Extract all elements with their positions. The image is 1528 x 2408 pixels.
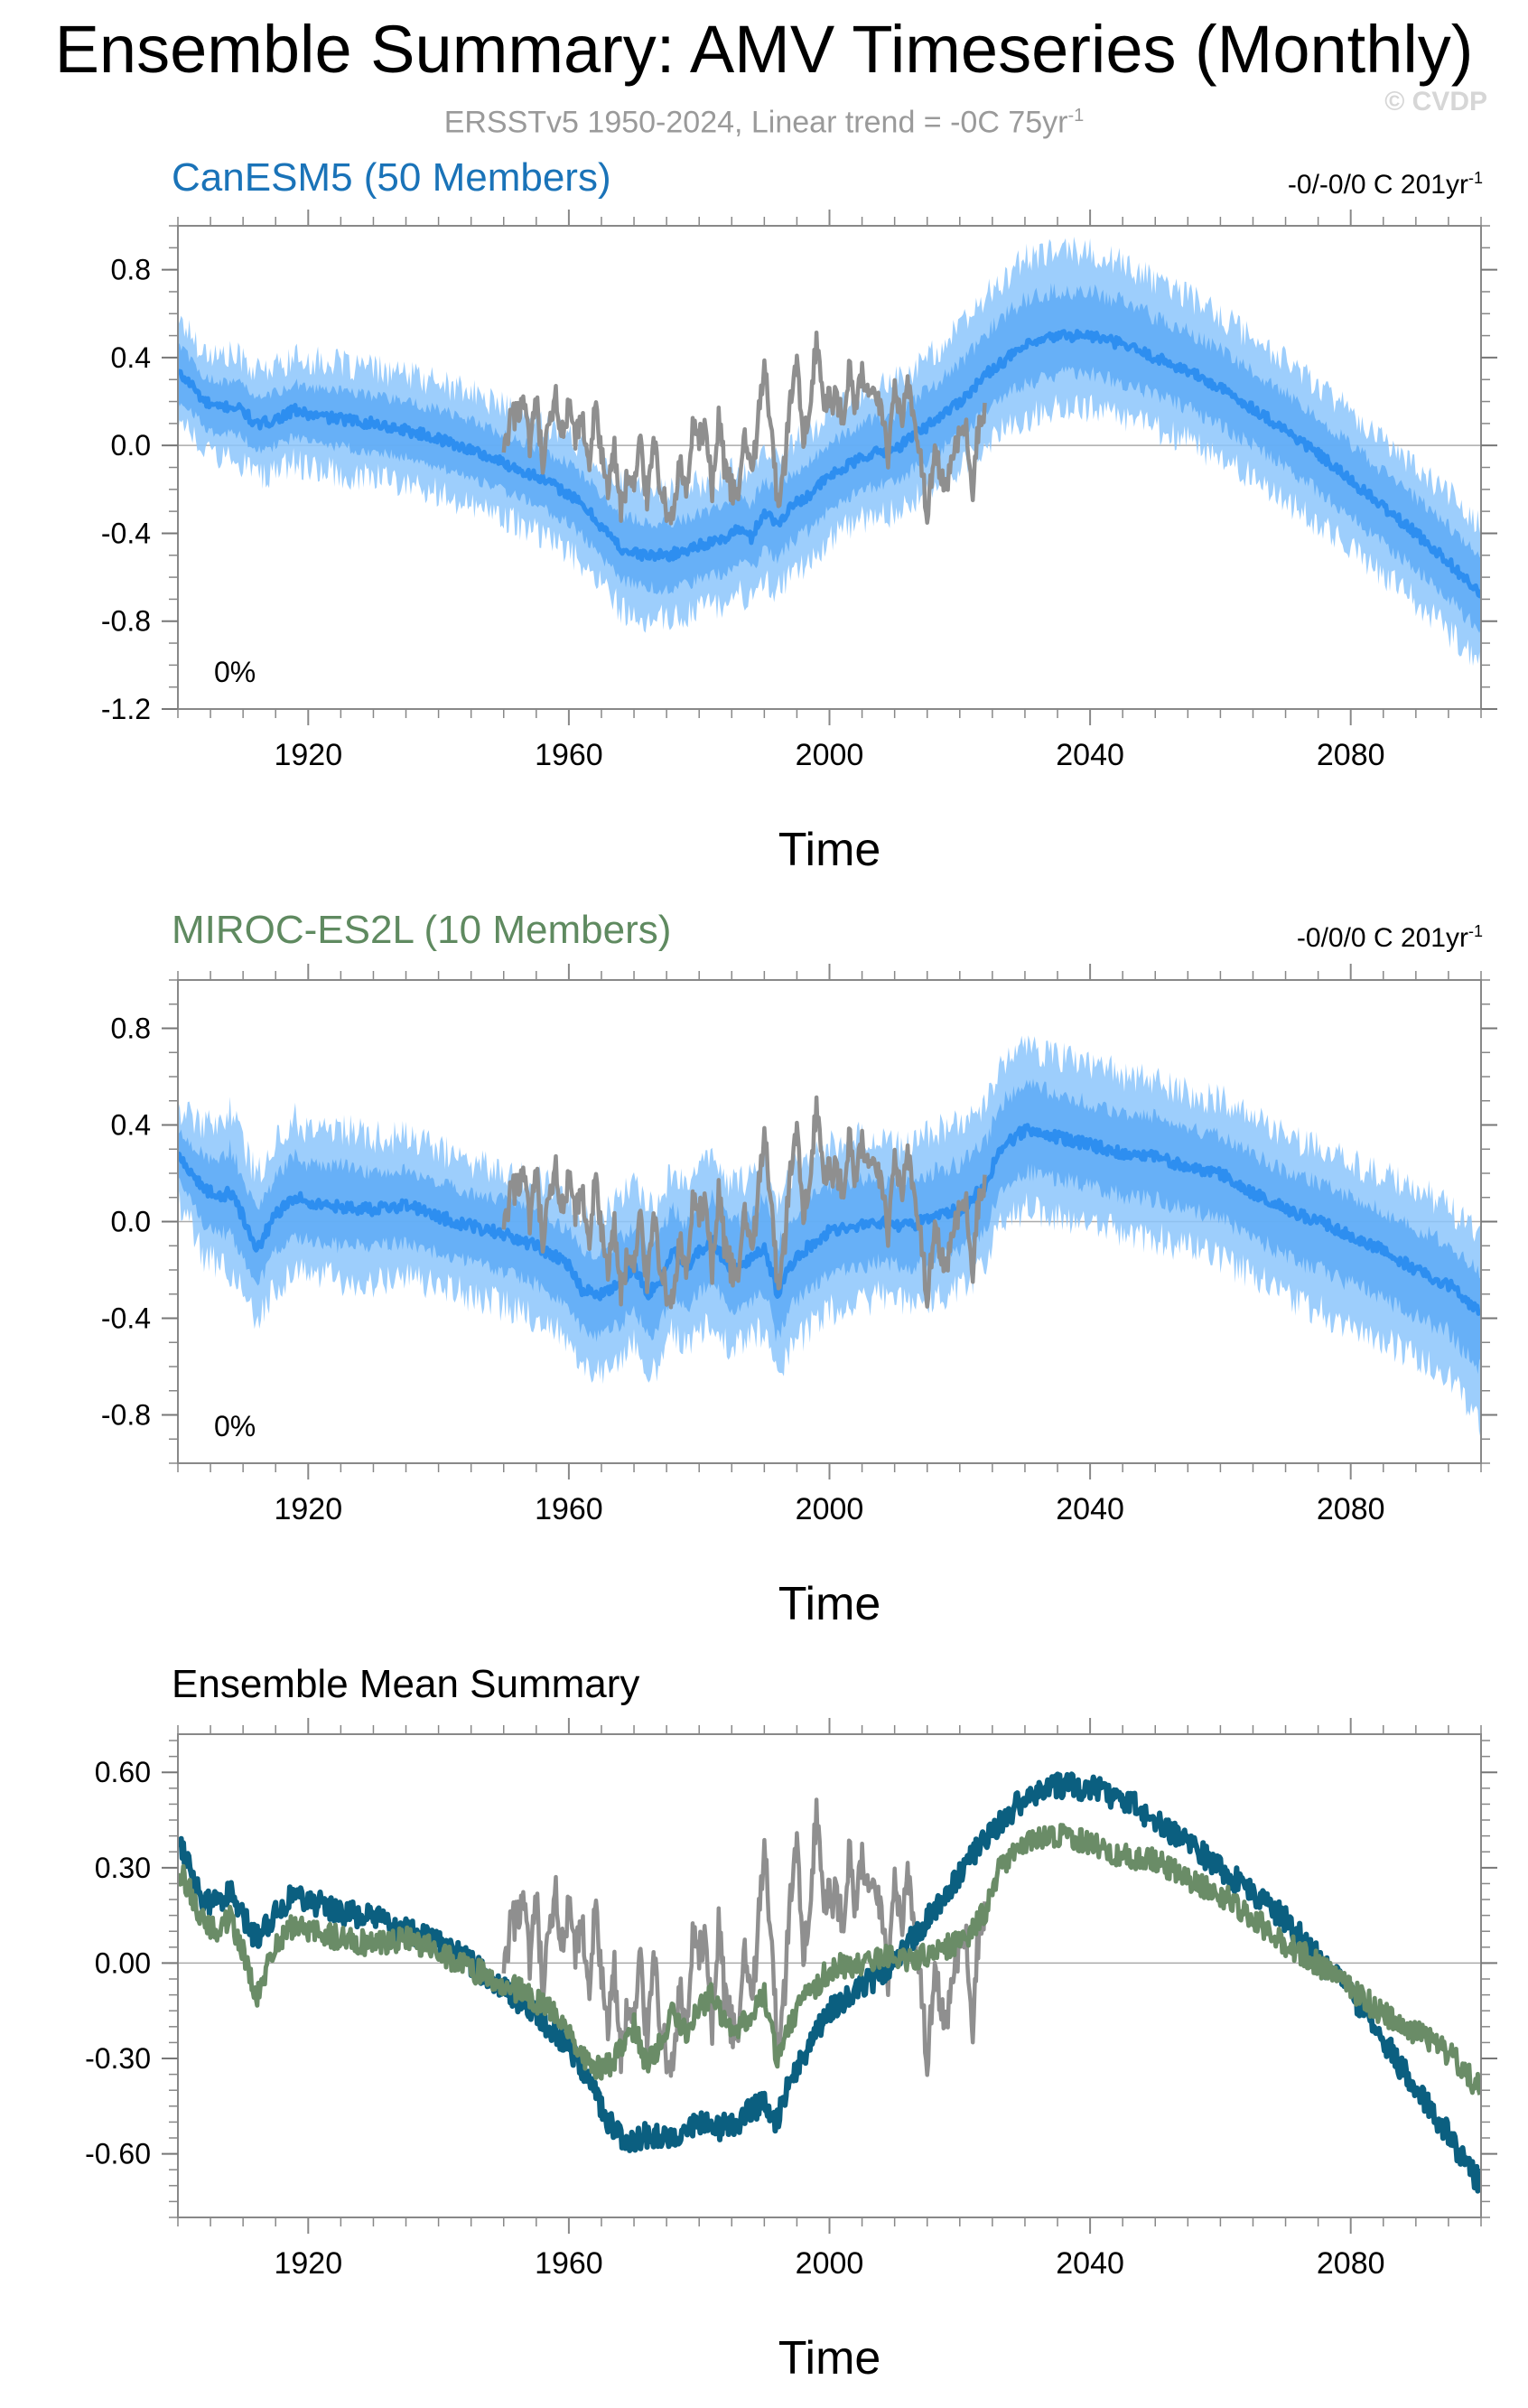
y-tick-label: 0.8 bbox=[111, 254, 151, 286]
y-tick-label: 0.4 bbox=[111, 1109, 151, 1142]
miroc-ensemble-mean-line bbox=[178, 1823, 1481, 2095]
panel-1-chart: -1.2 -0.8 -0.4 0.0 0.4 0.8 1920 1960 2000 2040 208… bbox=[101, 210, 1497, 772]
figure-title: Ensemble Summary: AMV Timeseries (Monthl… bbox=[54, 12, 1474, 87]
y-tick-label: 0.8 bbox=[111, 1013, 151, 1045]
percent-label: 0% bbox=[214, 656, 256, 688]
panel-3-xlabel: Time bbox=[778, 2332, 881, 2385]
subtitle-superscript: -1 bbox=[1067, 106, 1085, 126]
ensemble-mean-line bbox=[178, 329, 1481, 599]
panel-3-plot-area bbox=[178, 1771, 1481, 2194]
panel-1-trend: -0/-0/0 C 201yr-1 bbox=[1288, 170, 1483, 199]
subtitle-text: ERSSTv5 1950-2024, Linear trend = -0C 75… bbox=[443, 105, 1068, 140]
x-tick-label: 1960 bbox=[535, 2246, 603, 2281]
y-tick-label: 0.0 bbox=[111, 429, 151, 462]
panel-1-trend-text: -0/-0/0 C 201yr bbox=[1287, 170, 1468, 200]
y-tick-label: 0.0 bbox=[111, 1206, 151, 1238]
y-tick-label: 0.4 bbox=[111, 341, 151, 374]
y-tick-label: 0.00 bbox=[95, 1946, 151, 1979]
ensemble-mean-line bbox=[178, 1123, 1481, 1316]
y-tick-label: -0.4 bbox=[101, 517, 151, 549]
x-tick-label: 2080 bbox=[1317, 738, 1385, 772]
panel-3-title: Ensemble Mean Summary bbox=[172, 1662, 640, 1706]
x-tick-label: 2000 bbox=[796, 2246, 864, 2281]
x-tick-label: 2000 bbox=[796, 738, 864, 772]
observations-line bbox=[501, 1797, 987, 2078]
y-tick-label: 0.30 bbox=[95, 1852, 151, 1884]
x-tick-label: 1960 bbox=[535, 738, 603, 772]
panel-2-title: MIROC-ES2L (10 Members) bbox=[172, 908, 672, 952]
panel-2-xlabel: Time bbox=[778, 1578, 881, 1630]
x-tick-label: 1920 bbox=[274, 738, 342, 772]
x-tick-label: 2000 bbox=[796, 1492, 864, 1526]
cvdp-watermark: © CVDP bbox=[1384, 87, 1487, 117]
x-tick-label: 1920 bbox=[274, 1492, 342, 1526]
x-tick-label: 2080 bbox=[1317, 1492, 1385, 1526]
x-tick-label: 1920 bbox=[274, 2246, 342, 2281]
canesm5-ensemble-mean-line bbox=[178, 1771, 1481, 2194]
x-tick-label: 2040 bbox=[1056, 738, 1124, 772]
percent-label: 0% bbox=[214, 1410, 256, 1442]
y-tick-label: -0.30 bbox=[85, 2042, 151, 2075]
y-tick-label: 0.60 bbox=[95, 1756, 151, 1788]
panel-1-plot-area bbox=[178, 237, 1481, 678]
y-tick-label: -0.60 bbox=[85, 2138, 151, 2170]
y-tick-label: -0.8 bbox=[101, 1399, 151, 1432]
member-inner-spread-band bbox=[178, 283, 1481, 633]
x-tick-label: 2040 bbox=[1056, 1492, 1124, 1526]
observations-line bbox=[501, 330, 987, 526]
y-tick-label: -1.2 bbox=[101, 693, 151, 725]
panel-1-xlabel: Time bbox=[778, 824, 881, 876]
panel-2-plot-area bbox=[178, 1035, 1481, 1436]
panel-2-trend-text: -0/0/0 C 201yr bbox=[1296, 923, 1468, 953]
x-tick-label: 1960 bbox=[535, 1492, 603, 1526]
observations-line bbox=[501, 1095, 987, 1310]
y-tick-label: -0.8 bbox=[101, 605, 151, 638]
x-tick-label: 2080 bbox=[1317, 2246, 1385, 2281]
panel-2-chart: -0.8 -0.4 0.0 0.4 0.8 1920 1960 2000 2040 2080 0% bbox=[101, 964, 1497, 1526]
panel-2-trend-sup: -1 bbox=[1467, 922, 1483, 940]
panel-2-trend: -0/0/0 C 201yr-1 bbox=[1297, 923, 1483, 952]
panel-1-trend-sup: -1 bbox=[1467, 169, 1483, 187]
panel-1-title: CanESM5 (50 Members) bbox=[172, 155, 611, 200]
y-tick-label: -0.4 bbox=[101, 1302, 151, 1335]
x-tick-label: 2040 bbox=[1056, 2246, 1124, 2281]
figure-subtitle: ERSSTv5 1950-2024, Linear trend = -0C 75… bbox=[0, 107, 1528, 137]
panel-3-chart: -0.60 -0.30 0.00 0.30 0.60 1920 1960 2000 2040 20… bbox=[85, 1718, 1497, 2281]
